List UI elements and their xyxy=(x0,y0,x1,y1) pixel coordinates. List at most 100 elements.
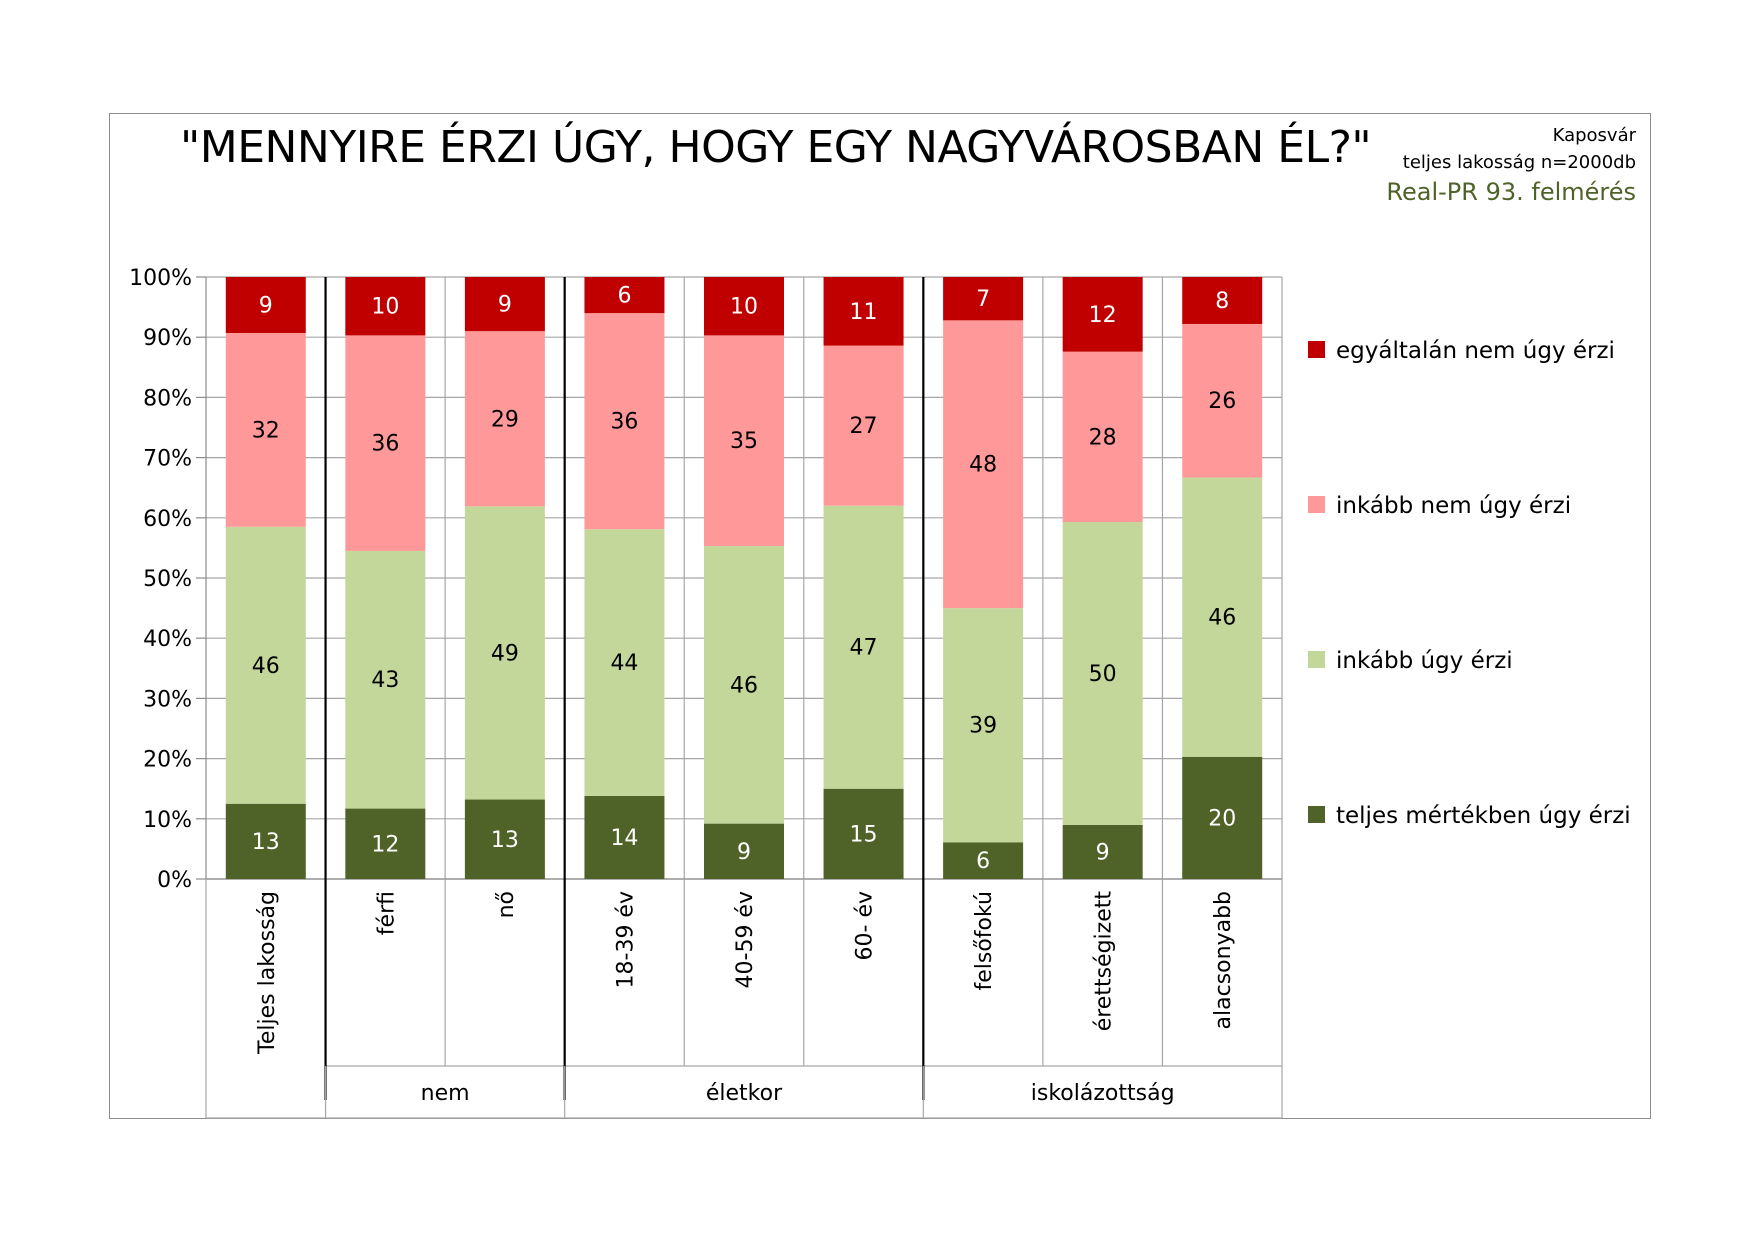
data-label: 9 xyxy=(259,293,273,318)
legend-swatch xyxy=(1308,496,1325,513)
legend-label: egyáltalán nem úgy érzi xyxy=(1336,338,1615,364)
bar-segment xyxy=(225,277,306,333)
category-label: 40-59 év xyxy=(733,891,758,988)
bar-segment xyxy=(943,842,1024,879)
data-label: 48 xyxy=(969,453,997,478)
legend-label: inkább úgy érzi xyxy=(1336,648,1513,674)
bar-segment xyxy=(584,529,665,796)
data-label: 36 xyxy=(610,410,638,435)
y-tick-label: 100% xyxy=(129,266,192,291)
data-label: 36 xyxy=(371,432,399,457)
bar-segment xyxy=(823,788,904,879)
info-sample: teljes lakosság n=2000db xyxy=(1402,152,1636,173)
bar-segment xyxy=(1062,522,1143,825)
category-label: alacsonyabb xyxy=(1211,891,1236,1029)
data-label: 8 xyxy=(1215,289,1229,314)
bar-segment xyxy=(345,808,426,879)
category-label: Teljes lakosság xyxy=(255,891,280,1055)
data-label: 10 xyxy=(371,295,399,320)
bar-segment xyxy=(704,823,784,879)
data-label: 32 xyxy=(252,418,280,443)
bar-segment xyxy=(464,331,545,507)
data-label: 15 xyxy=(850,822,878,847)
data-label: 39 xyxy=(969,714,997,739)
bar-segment xyxy=(584,313,665,530)
bar-segment xyxy=(464,506,545,800)
bar-segment xyxy=(464,799,545,879)
bar-segment xyxy=(1062,277,1143,352)
bar-segment xyxy=(345,550,426,809)
data-label: 13 xyxy=(491,828,519,853)
y-tick-label: 70% xyxy=(143,447,192,472)
y-tick-label: 10% xyxy=(143,808,192,833)
legend-label: teljes mértékben úgy érzi xyxy=(1336,803,1631,829)
category-label: 18-39 év xyxy=(613,891,638,988)
bar-segment xyxy=(823,277,904,346)
data-label: 12 xyxy=(371,832,399,857)
bar-segment xyxy=(225,332,306,527)
chart-title: "MENNYIRE ÉRZI ÚGY, HOGY EGY NAGYVÁROSBA… xyxy=(180,122,1372,173)
category-label: felsőfokú xyxy=(972,891,997,991)
data-label: 9 xyxy=(1096,840,1110,865)
bar-segment xyxy=(1182,277,1263,324)
bar-segment xyxy=(704,546,784,824)
bar-segment xyxy=(704,277,784,336)
bar-segment xyxy=(584,277,665,314)
y-tick-label: 40% xyxy=(143,627,192,652)
y-tick-label: 20% xyxy=(143,748,192,773)
bar-segment xyxy=(704,335,784,547)
data-label: 46 xyxy=(1208,606,1236,631)
category-label: 60- év xyxy=(853,891,878,960)
y-tick-label: 0% xyxy=(157,868,192,893)
bar-segment xyxy=(823,345,904,506)
data-label: 6 xyxy=(976,849,990,874)
y-tick-label: 60% xyxy=(143,507,192,532)
bar-segment xyxy=(584,795,665,879)
data-label: 29 xyxy=(491,407,519,432)
bar-segment xyxy=(1062,824,1143,879)
bar-segment xyxy=(823,505,904,789)
data-label: 9 xyxy=(737,840,751,865)
bar-segment xyxy=(1182,323,1263,478)
bar-segment xyxy=(1182,477,1263,757)
category-label: érettségizett xyxy=(1092,891,1117,1032)
data-label: 26 xyxy=(1208,389,1236,414)
info-city: Kaposvár xyxy=(1552,125,1636,146)
data-label: 46 xyxy=(252,654,280,679)
data-label: 35 xyxy=(730,429,758,454)
y-tick-label: 90% xyxy=(143,326,192,351)
y-tick-label: 80% xyxy=(143,386,192,411)
bar-segment xyxy=(1182,756,1263,879)
data-label: 11 xyxy=(850,300,878,325)
y-tick-label: 50% xyxy=(143,567,192,592)
legend-swatch xyxy=(1308,806,1325,823)
group-label: nem xyxy=(421,1081,470,1106)
group-label: életkor xyxy=(706,1081,783,1106)
legend-swatch xyxy=(1308,341,1325,358)
bar-segment xyxy=(225,803,306,879)
data-label: 28 xyxy=(1089,425,1117,450)
category-label: férfi xyxy=(374,891,399,935)
data-label: 46 xyxy=(730,673,758,698)
data-label: 6 xyxy=(617,284,631,309)
data-label: 20 xyxy=(1208,806,1236,831)
bar-segment xyxy=(943,277,1024,321)
bar-segment xyxy=(345,277,426,336)
legend-swatch xyxy=(1308,651,1325,668)
data-label: 13 xyxy=(252,830,280,855)
bar-segment xyxy=(225,526,306,804)
bar-segment xyxy=(943,320,1024,609)
category-label: nő xyxy=(494,891,519,918)
info-survey: Real-PR 93. felmérés xyxy=(1386,178,1636,206)
data-label: 14 xyxy=(610,826,638,851)
data-label: 50 xyxy=(1089,662,1117,687)
data-label: 9 xyxy=(498,293,512,318)
data-label: 27 xyxy=(850,414,878,439)
data-label: 43 xyxy=(371,668,399,693)
y-tick-label: 30% xyxy=(143,687,192,712)
data-label: 44 xyxy=(610,651,638,676)
bar-segment xyxy=(943,608,1024,843)
data-label: 47 xyxy=(850,636,878,661)
data-label: 12 xyxy=(1089,303,1117,328)
